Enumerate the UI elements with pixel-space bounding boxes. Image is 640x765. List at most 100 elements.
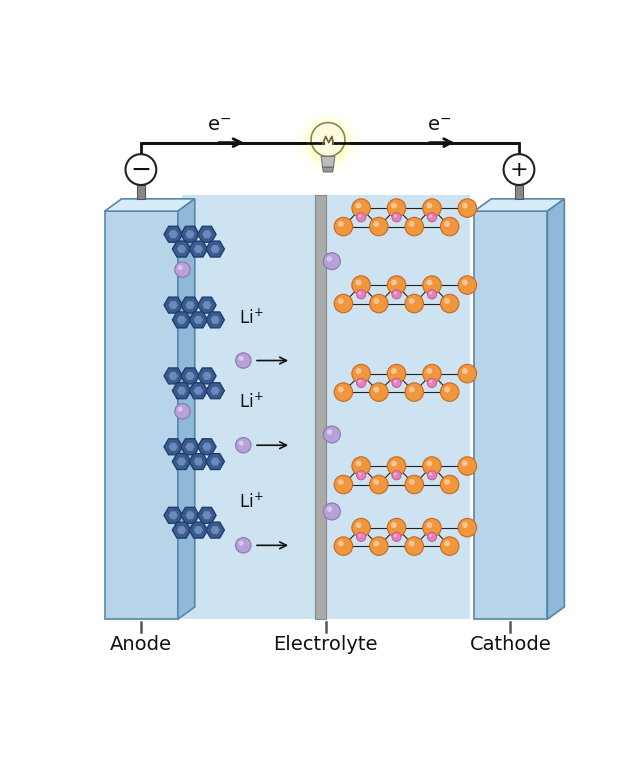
Bar — [137, 185, 145, 199]
Circle shape — [391, 522, 397, 528]
Polygon shape — [206, 382, 225, 399]
Polygon shape — [168, 443, 178, 451]
Circle shape — [387, 199, 406, 217]
Circle shape — [125, 155, 156, 185]
Polygon shape — [194, 526, 203, 534]
Polygon shape — [181, 507, 199, 523]
Circle shape — [440, 475, 459, 493]
Circle shape — [239, 441, 244, 445]
Circle shape — [334, 217, 353, 236]
Circle shape — [462, 461, 468, 467]
Polygon shape — [168, 372, 178, 380]
Circle shape — [444, 221, 450, 227]
Circle shape — [356, 368, 362, 374]
Circle shape — [311, 122, 345, 157]
Circle shape — [299, 113, 357, 172]
Circle shape — [428, 213, 436, 222]
Polygon shape — [211, 316, 220, 324]
Circle shape — [334, 537, 353, 555]
Text: Li$^{+}$: Li$^{+}$ — [239, 492, 264, 512]
Polygon shape — [211, 387, 220, 395]
Circle shape — [356, 470, 365, 480]
Polygon shape — [189, 241, 207, 257]
Circle shape — [429, 534, 432, 537]
Text: e$^{-}$: e$^{-}$ — [427, 116, 451, 135]
Circle shape — [405, 475, 424, 493]
Polygon shape — [194, 457, 203, 466]
Circle shape — [444, 541, 450, 546]
Polygon shape — [202, 301, 211, 309]
Circle shape — [394, 534, 397, 537]
Circle shape — [358, 473, 362, 475]
Polygon shape — [206, 241, 225, 257]
Polygon shape — [206, 312, 225, 328]
Circle shape — [239, 356, 244, 361]
Circle shape — [369, 217, 388, 236]
Polygon shape — [474, 199, 564, 211]
Circle shape — [334, 475, 353, 493]
Polygon shape — [202, 511, 211, 519]
Circle shape — [428, 378, 436, 388]
Polygon shape — [168, 511, 178, 519]
Circle shape — [458, 364, 477, 382]
Circle shape — [392, 290, 401, 299]
Circle shape — [358, 534, 362, 537]
Circle shape — [394, 380, 397, 383]
Circle shape — [327, 429, 332, 435]
Polygon shape — [164, 297, 182, 313]
Circle shape — [440, 295, 459, 313]
Circle shape — [440, 537, 459, 555]
Circle shape — [440, 382, 459, 402]
Polygon shape — [164, 439, 182, 454]
Text: Li$^{+}$: Li$^{+}$ — [239, 392, 264, 412]
Circle shape — [338, 386, 344, 392]
Circle shape — [458, 519, 477, 537]
Polygon shape — [321, 157, 335, 168]
Bar — [182, 195, 470, 619]
Polygon shape — [172, 241, 191, 257]
Circle shape — [444, 298, 450, 304]
Text: −: − — [131, 158, 152, 181]
Polygon shape — [211, 457, 220, 466]
Polygon shape — [198, 368, 216, 384]
Polygon shape — [177, 457, 186, 466]
Circle shape — [356, 532, 365, 542]
Circle shape — [369, 537, 388, 555]
Circle shape — [358, 214, 362, 217]
Polygon shape — [211, 526, 220, 534]
Circle shape — [373, 386, 379, 392]
Polygon shape — [177, 316, 186, 324]
Polygon shape — [198, 297, 216, 313]
Circle shape — [175, 404, 190, 419]
Circle shape — [405, 217, 424, 236]
Polygon shape — [194, 387, 203, 395]
Polygon shape — [172, 382, 191, 399]
Circle shape — [305, 119, 351, 166]
Polygon shape — [186, 511, 195, 519]
Circle shape — [462, 368, 468, 374]
Circle shape — [236, 438, 251, 453]
Circle shape — [429, 291, 432, 295]
Polygon shape — [172, 454, 191, 470]
Circle shape — [387, 519, 406, 537]
Circle shape — [504, 155, 534, 185]
Circle shape — [428, 470, 436, 480]
Circle shape — [392, 378, 401, 388]
Circle shape — [178, 265, 183, 270]
Circle shape — [458, 199, 477, 217]
Polygon shape — [189, 382, 207, 399]
Text: +: + — [509, 160, 528, 180]
Text: Electrolyte: Electrolyte — [273, 635, 378, 653]
Polygon shape — [181, 226, 199, 243]
Circle shape — [409, 386, 415, 392]
Polygon shape — [172, 522, 191, 538]
Circle shape — [352, 276, 371, 295]
Circle shape — [369, 295, 388, 313]
Circle shape — [356, 290, 365, 299]
Circle shape — [462, 279, 468, 285]
Polygon shape — [164, 368, 182, 384]
Polygon shape — [186, 230, 195, 238]
Polygon shape — [181, 368, 199, 384]
Polygon shape — [105, 211, 178, 619]
Circle shape — [369, 475, 388, 493]
